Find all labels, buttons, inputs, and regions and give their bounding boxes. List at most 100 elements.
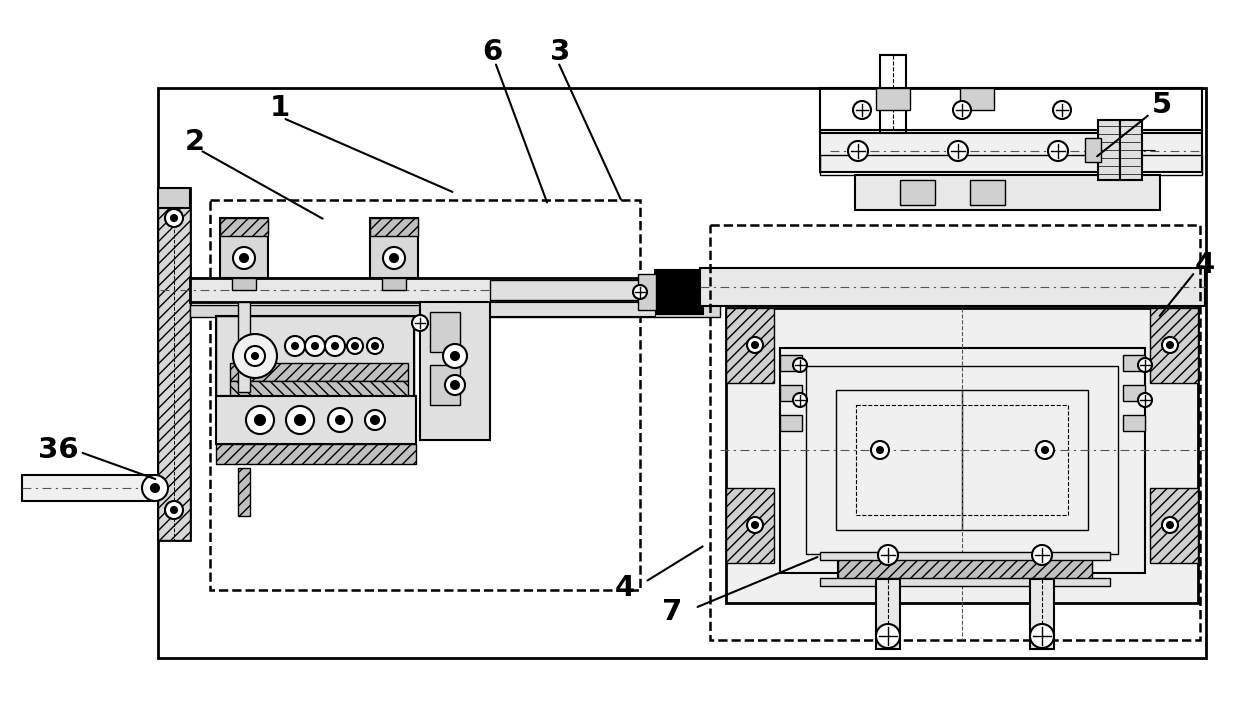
Circle shape [151,484,159,492]
Bar [370,218,418,278]
Bar [1120,120,1142,180]
Bar [880,55,906,133]
Text: 6: 6 [482,38,502,66]
Circle shape [372,343,378,349]
Text: 2: 2 [185,128,205,156]
Bar [725,308,1198,603]
Bar [820,88,1202,133]
Bar [820,130,1202,172]
Circle shape [632,285,647,299]
Bar [820,578,1110,586]
Circle shape [171,215,177,221]
Bar [806,366,1118,554]
Text: 4: 4 [615,574,635,602]
Text: 36: 36 [37,436,78,464]
Circle shape [1035,441,1054,459]
Circle shape [233,247,255,269]
Circle shape [1048,141,1068,161]
Circle shape [878,545,898,565]
Bar [1123,415,1145,431]
Circle shape [848,141,868,161]
Circle shape [445,375,465,395]
Bar [655,270,703,314]
Circle shape [1162,517,1178,533]
Circle shape [332,343,339,349]
Circle shape [1053,101,1071,119]
Bar [430,365,460,405]
Bar [1123,355,1145,371]
Circle shape [365,410,384,430]
Bar [216,316,414,396]
Bar [219,218,268,236]
Bar [210,200,640,590]
Bar [420,302,490,440]
Circle shape [451,352,459,360]
Circle shape [853,101,870,119]
Circle shape [367,338,383,354]
Bar [838,555,1092,579]
Bar [856,175,1159,210]
Circle shape [285,336,305,356]
Bar [970,180,1004,205]
Circle shape [949,141,968,161]
Circle shape [751,342,758,348]
Circle shape [875,624,900,648]
Circle shape [412,315,428,331]
Bar [22,475,157,501]
Bar [157,188,190,540]
Circle shape [371,416,379,424]
Text: 7: 7 [662,598,682,626]
Circle shape [746,337,763,353]
Bar [900,180,935,205]
Bar [820,155,1202,175]
Circle shape [171,507,177,513]
Bar [216,444,415,464]
Bar [216,396,415,444]
Circle shape [347,338,363,354]
Bar [238,468,250,516]
Circle shape [286,406,314,434]
Circle shape [746,517,763,533]
Circle shape [241,254,248,262]
Circle shape [1167,522,1173,528]
Bar [836,390,1087,530]
Circle shape [312,343,317,349]
Circle shape [233,334,277,378]
Circle shape [1030,624,1054,648]
Bar [370,218,418,236]
Circle shape [252,353,258,359]
Bar [490,280,655,300]
Bar [157,188,190,540]
Bar [1149,488,1198,563]
Bar [711,225,1200,640]
Circle shape [336,416,343,424]
Bar [382,278,405,290]
Circle shape [1032,545,1052,565]
Circle shape [255,415,265,425]
Bar [190,305,720,317]
Bar [639,274,656,310]
Text: 5: 5 [1152,91,1172,119]
Bar [490,302,655,316]
Circle shape [165,501,184,519]
Bar [229,381,408,396]
Bar [216,316,414,396]
Bar [701,268,1205,306]
Bar [820,552,1110,560]
Bar [1085,138,1101,162]
Circle shape [451,381,459,389]
Circle shape [751,522,758,528]
Circle shape [352,343,358,349]
Circle shape [246,346,265,366]
Bar [1097,120,1120,180]
Circle shape [329,408,352,432]
Circle shape [1138,358,1152,372]
Bar [238,302,250,392]
Circle shape [391,254,398,262]
Circle shape [1162,337,1178,353]
Circle shape [305,336,325,356]
Circle shape [383,247,405,269]
Text: 1: 1 [270,94,290,122]
Bar [157,188,190,208]
Circle shape [165,209,184,227]
